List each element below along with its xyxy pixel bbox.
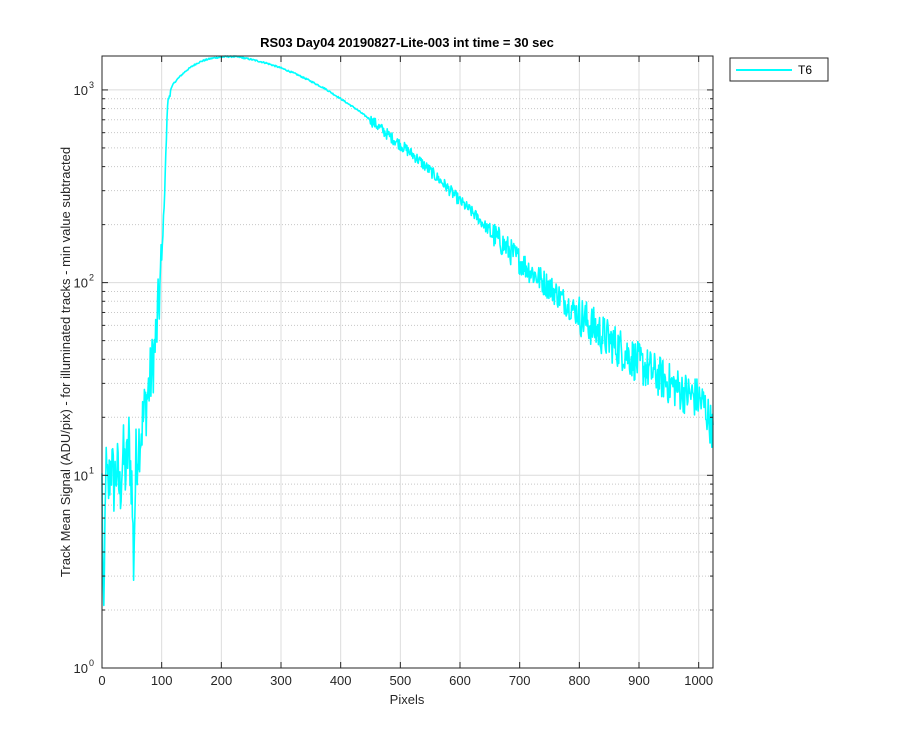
x-tick-label: 1000: [684, 673, 713, 688]
chart-title: RS03 Day04 20190827-Lite-003 int time = …: [260, 35, 554, 50]
plot-area-frame: [101, 55, 714, 669]
x-tick-label: 800: [568, 673, 590, 688]
legend-label-t6: T6: [798, 63, 812, 77]
ticks: [101, 56, 713, 669]
x-tick-labels: 0 100 200 300 400 500 600 700 800 900 1000: [98, 673, 713, 688]
y-tick-exponent: 1: [89, 465, 94, 475]
y-tick-label: 10: [74, 468, 88, 483]
x-tick-label: 0: [98, 673, 105, 688]
y-tick-label: 10: [74, 276, 88, 291]
y-tick-exponent: 0: [89, 658, 94, 668]
y-tick-exponent: 2: [89, 273, 94, 283]
y-tick-label: 10: [74, 661, 88, 676]
y-tick-label: 10: [74, 83, 88, 98]
y-tick-exponent: 3: [89, 80, 94, 90]
x-tick-label: 100: [151, 673, 173, 688]
x-tick-label: 900: [628, 673, 650, 688]
x-tick-label: 500: [389, 673, 411, 688]
x-tick-label: 700: [509, 673, 531, 688]
x-tick-label: 600: [449, 673, 471, 688]
x-tick-label: 200: [210, 673, 232, 688]
x-tick-label: 400: [330, 673, 352, 688]
series-layer: [101, 55, 714, 607]
y-axis-label: Track Mean Signal (ADU/pix) - for illumi…: [58, 147, 73, 577]
legend[interactable]: T6: [729, 57, 829, 82]
x-axis-label: Pixels: [390, 692, 425, 707]
x-tick-label: 300: [270, 673, 292, 688]
series-line-t6: [101, 55, 714, 607]
